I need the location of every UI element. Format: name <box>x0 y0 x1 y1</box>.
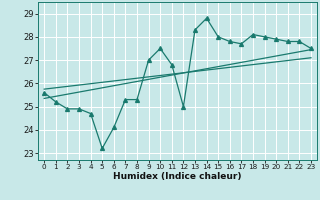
X-axis label: Humidex (Indice chaleur): Humidex (Indice chaleur) <box>113 172 242 181</box>
